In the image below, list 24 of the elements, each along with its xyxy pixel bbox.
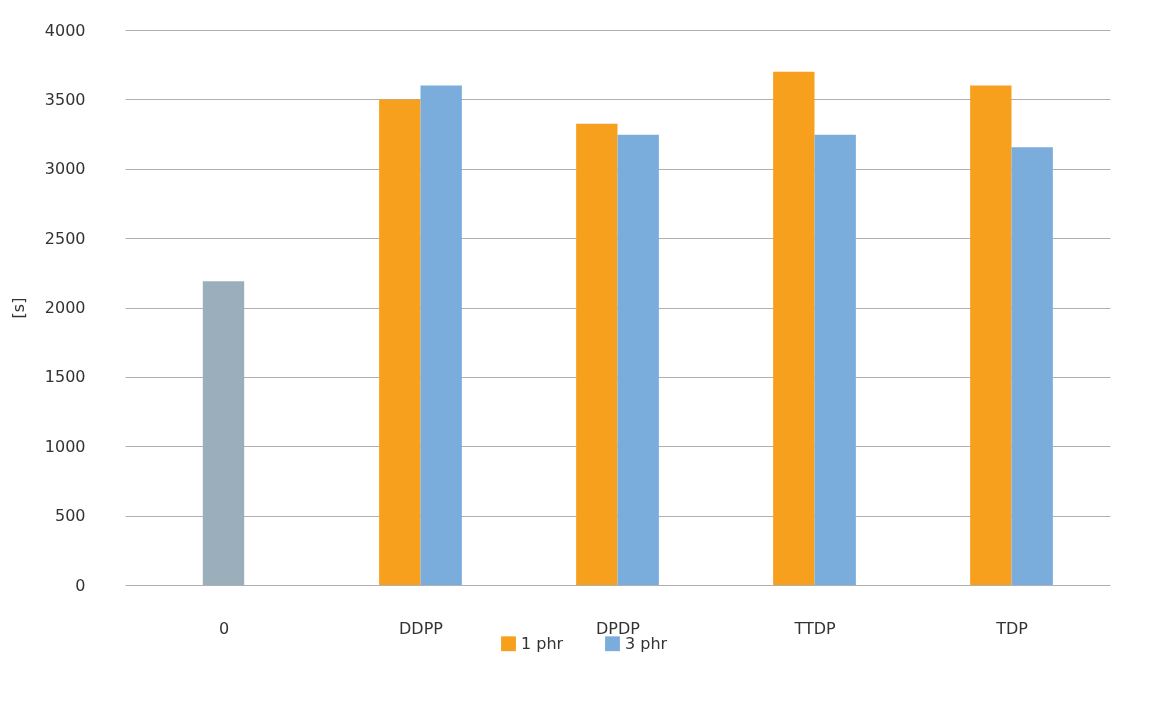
x-tick-label: TTDP: [793, 618, 836, 638]
y-tick-label: 4000: [44, 20, 86, 40]
y-tick-label: 3500: [44, 89, 86, 109]
y-tick-label: 3000: [44, 159, 86, 179]
bar: [814, 134, 856, 585]
bar: [576, 123, 618, 585]
y-tick-label: 1000: [44, 436, 86, 456]
legend-label: 1 phr: [521, 633, 564, 653]
y-axis-title: [s]: [8, 297, 28, 319]
y-tick-label: 0: [75, 575, 86, 595]
x-tick-label: 0: [218, 618, 230, 638]
x-tick-label: DDPP: [399, 618, 444, 638]
bar: [617, 134, 659, 585]
bar: [970, 85, 1012, 585]
bar: [420, 85, 462, 585]
bar: [773, 71, 815, 585]
x-tick-label: TDP: [995, 618, 1029, 638]
y-tick-label: 2500: [44, 228, 86, 248]
y-tick-label: 1500: [44, 367, 86, 387]
bar: [202, 281, 245, 585]
y-tick-label: 500: [54, 506, 86, 526]
y-tick-label: 2000: [44, 298, 86, 317]
bar: [1011, 147, 1053, 585]
bar: [379, 99, 421, 585]
